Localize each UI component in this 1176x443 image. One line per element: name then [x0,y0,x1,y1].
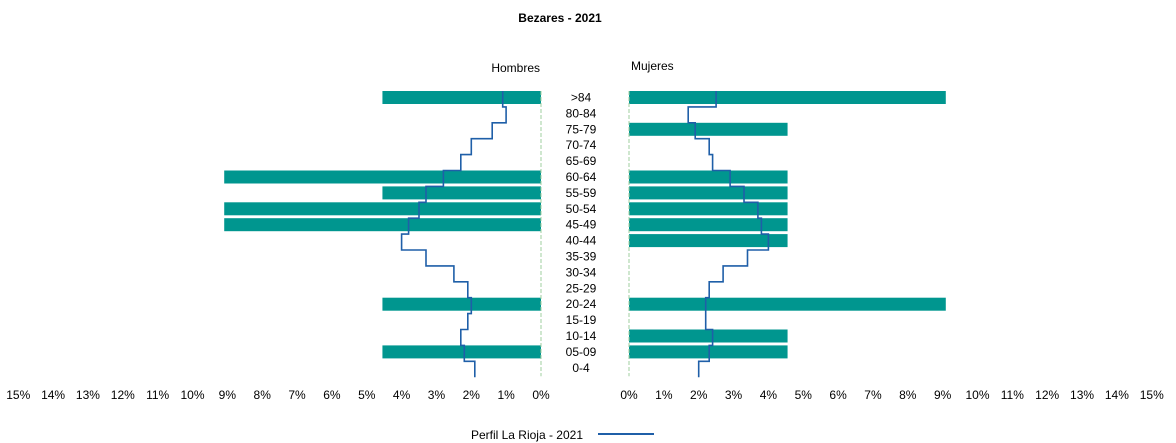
age-label: 60-64 [566,170,597,184]
bar-hombres->84 [382,91,541,104]
age-label: 80-84 [566,106,597,120]
age-label: 50-54 [566,202,597,216]
age-label: 15-19 [566,313,597,327]
x-tick-label-right: 10% [965,388,989,402]
bar-hombres-60-64 [224,170,541,184]
x-tick-label-right: 7% [864,388,882,402]
x-tick-label-left: 4% [393,388,411,402]
x-tick-label-right: 8% [899,388,917,402]
age-label: 10-14 [566,329,597,343]
x-tick-label-left: 13% [76,388,100,402]
x-tick-label-left: 7% [288,388,306,402]
x-tick-label-right: 11% [1001,388,1024,402]
profile-line-hombres [400,91,507,378]
age-label: 05-09 [566,345,597,359]
bar-mujeres-45-49 [629,218,788,232]
x-tick-label-left: 14% [41,388,65,402]
x-tick-label-right: 13% [1070,388,1094,402]
profile-lines [400,91,770,378]
legend-label: Perfil La Rioja - 2021 [471,428,583,442]
age-label: 25-29 [566,281,597,295]
age-label: 0-4 [572,361,590,375]
age-label: 35-39 [566,250,597,264]
x-tick-label-left: 2% [463,388,481,402]
age-label: 75-79 [566,122,597,136]
age-label: 40-44 [566,234,597,248]
x-tick-label-right: 0% [620,388,638,402]
age-label: 20-24 [566,297,597,311]
x-tick-label-left: 12% [111,388,135,402]
bar-mujeres-55-59 [629,186,788,200]
x-tick-label-left: 0% [532,388,550,402]
age-label: 70-74 [566,138,597,152]
x-tick-label-right: 1% [655,388,673,402]
bar-hombres-50-54 [224,202,541,216]
x-tick-label-left: 8% [254,388,272,402]
bar-mujeres-10-14 [629,329,788,343]
x-tick-label-left: 9% [219,388,237,402]
age-label: 65-69 [566,154,597,168]
x-tick-label-right: 4% [760,388,778,402]
x-tick-label-left: 11% [146,388,169,402]
x-tick-label-right: 14% [1105,388,1129,402]
x-tick-label-right: 9% [934,388,952,402]
x-tick-label-right: 6% [829,388,847,402]
x-tick-label-left: 10% [180,388,204,402]
bar-hombres-45-49 [224,218,541,232]
x-tick-label-right: 15% [1140,388,1164,402]
bar-hombres-55-59 [382,186,541,200]
x-ticks-left: 15% 14% 13% 12% 11% 10% 9% 8% 7% 6% 5% 4% 3% 2% 1% 0% [6,388,550,402]
mujeres-label: Mujeres [631,59,674,73]
x-tick-label-left: 6% [323,388,341,402]
age-label: >84 [571,91,592,105]
x-tick-label-left: 15% [6,388,30,402]
bar-mujeres-60-64 [629,170,788,184]
bar-mujeres-05-09 [629,345,788,359]
age-label: 45-49 [566,218,597,232]
bar-mujeres-50-54 [629,202,788,216]
x-tick-label-left: 1% [497,388,515,402]
bar-mujeres-75-79 [629,122,788,136]
age-label: 55-59 [566,186,597,200]
profile-line-mujeres [687,91,770,378]
x-ticks-right: 0% 1% 2% 3% 4% 5% 6% 7% 8% 9% 10% 11% 12% 13% 14% 15% [620,388,1164,402]
bar-mujeres-40-44 [629,234,788,248]
x-tick-label-right: 12% [1035,388,1059,402]
hombres-bars [224,91,541,359]
mujeres-bars [629,91,946,359]
hombres-label: Hombres [491,61,540,75]
bar-hombres-05-09 [382,345,541,359]
chart-title: Bezares - 2021 [518,11,602,25]
axis-lines [540,91,630,377]
x-tick-label-right: 5% [795,388,813,402]
bar-mujeres-20-24 [629,297,946,311]
x-tick-label-left: 3% [428,388,446,402]
x-tick-label-right: 3% [725,388,743,402]
bar-mujeres->84 [629,91,946,104]
bar-hombres-20-24 [382,297,541,311]
age-label: 30-34 [566,265,597,279]
x-tick-label-right: 2% [690,388,708,402]
x-tick-label-left: 5% [358,388,376,402]
